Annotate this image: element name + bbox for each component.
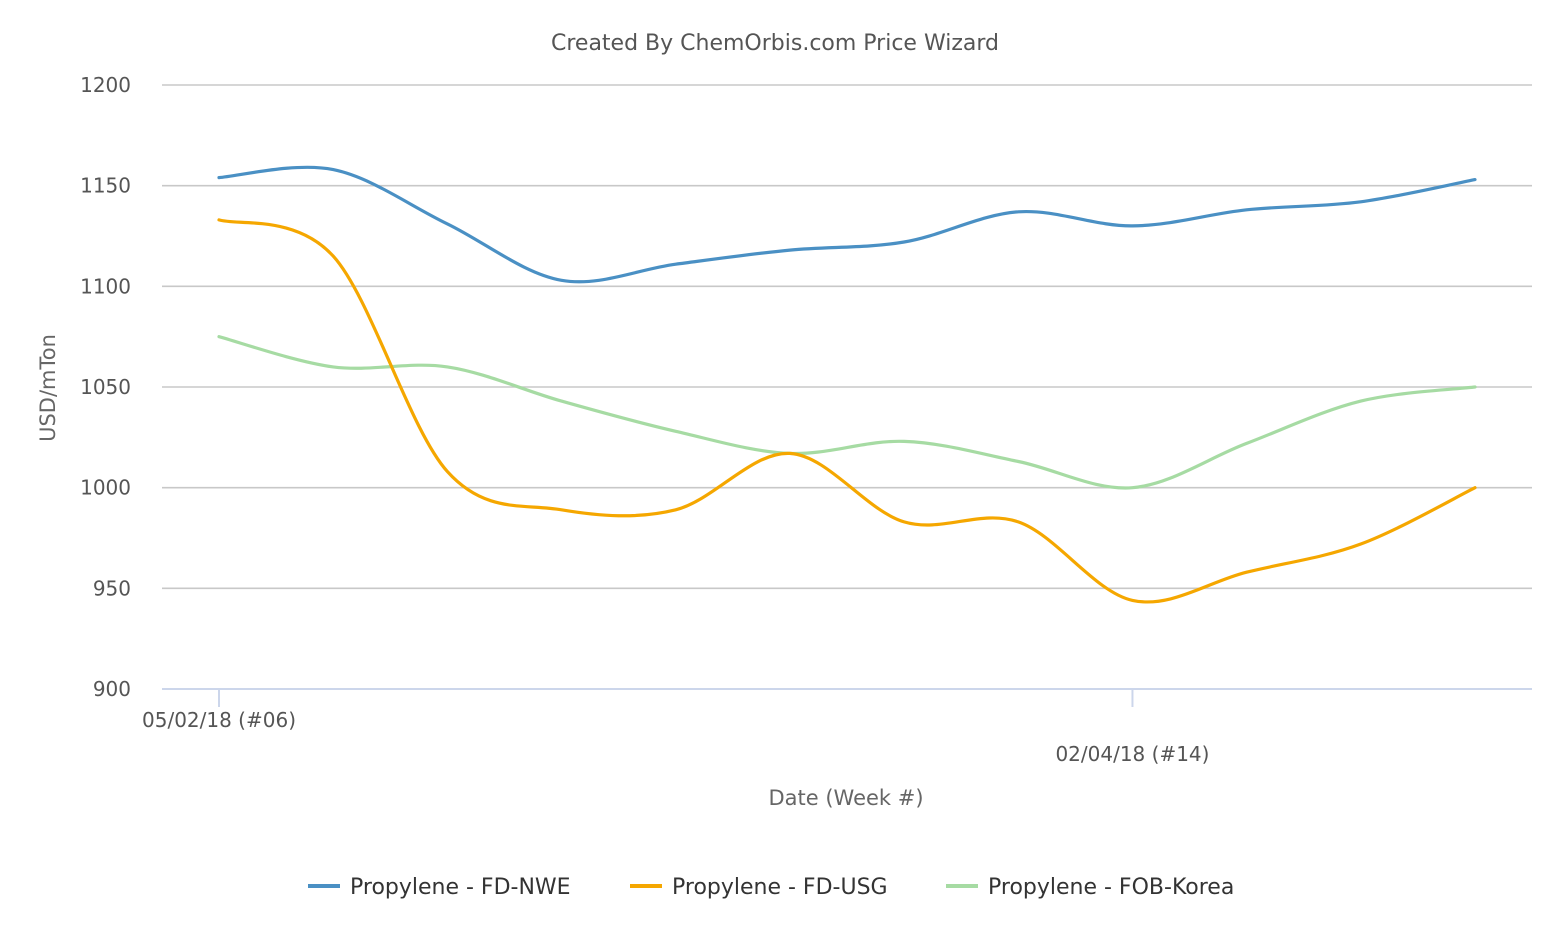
series-lines — [217, 165, 1477, 604]
y-tick-label: 1000 — [80, 476, 131, 500]
y-axis-title: USD/mTon — [36, 334, 60, 442]
y-tick-label: 1200 — [80, 73, 131, 97]
series-line — [217, 335, 1477, 490]
x-tick-label: 02/04/18 (#14) — [1055, 742, 1209, 766]
y-tick-label: 1100 — [80, 274, 131, 298]
legend-label: Propylene - FD-USG — [672, 875, 888, 900]
series-line — [217, 218, 1477, 604]
legend: Propylene - FD-NWE Propylene - FD-USG Prop… — [308, 875, 1234, 900]
x-axis-title: Date (Week #) — [768, 786, 923, 810]
chart-title: Created By ChemOrbis.com Price Wizard — [551, 31, 999, 56]
gridlines — [162, 84, 1532, 590]
y-tick-label: 950 — [93, 576, 131, 600]
x-axis: 05/02/18 (#06) 02/04/18 (#14) — [142, 688, 1532, 766]
y-tick-label: 1150 — [80, 174, 131, 198]
legend-label: Propylene - FOB-Korea — [988, 875, 1234, 900]
y-tick-label: 1050 — [80, 375, 131, 399]
x-tick-label: 05/02/18 (#06) — [142, 708, 296, 732]
y-tick-label: 900 — [93, 677, 131, 701]
y-axis-ticks: 900 950 1000 1050 1100 1150 1200 — [80, 73, 131, 701]
series-line — [217, 165, 1477, 284]
legend-label: Propylene - FD-NWE — [350, 875, 571, 900]
